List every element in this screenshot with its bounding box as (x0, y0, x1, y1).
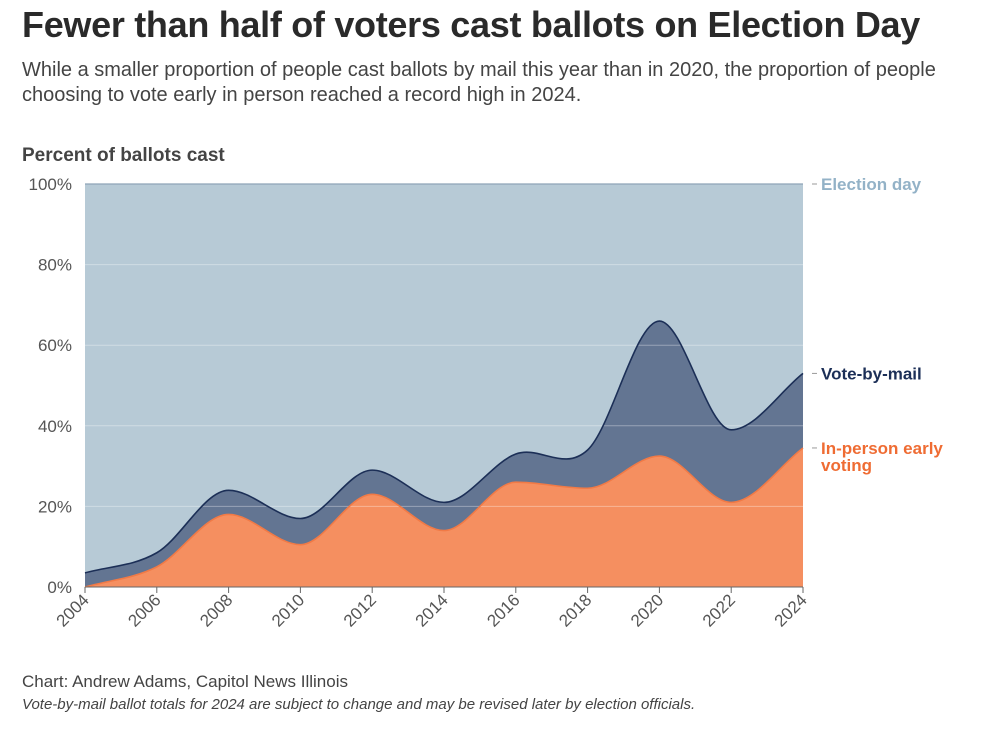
series-label-in-person-early-voting: voting (821, 456, 872, 475)
line-in-person-early-voting (84, 447, 804, 588)
y-tick-label: 0% (47, 578, 72, 597)
y-tick-label: 100% (29, 175, 72, 194)
x-tick-label: 2008 (196, 590, 236, 630)
x-tick-label: 2022 (699, 590, 739, 630)
series-label-election-day: Election day (821, 175, 922, 194)
area-vote-by-mail (85, 321, 803, 587)
y-tick-label: 40% (38, 417, 72, 436)
series-label-vote-by-mail: Vote-by-mail (821, 364, 922, 383)
y-tick-label: 60% (38, 336, 72, 355)
x-tick-label: 2014 (412, 590, 452, 630)
x-tick-label: 2006 (124, 590, 164, 630)
chart-notes: Chart: Andrew Adams, Capitol News Illino… (22, 672, 695, 713)
y-axis-title: Percent of ballots cast (22, 145, 225, 166)
chart-subtitle: While a smaller proportion of people cas… (22, 59, 936, 106)
x-tick-label: 2016 (483, 590, 523, 630)
x-tick-label: 2012 (340, 590, 380, 630)
x-tick-label: 2018 (555, 590, 595, 630)
y-tick-label: 20% (38, 497, 72, 516)
line-vote-by-mail (84, 320, 804, 574)
area-in-person-early-voting (85, 447, 803, 587)
chart-footnote: Vote-by-mail ballot totals for 2024 are … (22, 696, 696, 713)
area-election-day (85, 184, 803, 573)
x-tick-label: 2020 (627, 590, 667, 630)
x-tick-label: 2024 (771, 590, 811, 630)
chart-credit: Chart: Andrew Adams, Capitol News Illino… (22, 672, 348, 691)
series-label-in-person-early-voting: In-person early (821, 439, 943, 458)
chart-title: Fewer than half of voters cast ballots o… (22, 4, 921, 45)
x-tick-label: 2010 (268, 590, 308, 630)
y-tick-label: 80% (38, 256, 72, 275)
